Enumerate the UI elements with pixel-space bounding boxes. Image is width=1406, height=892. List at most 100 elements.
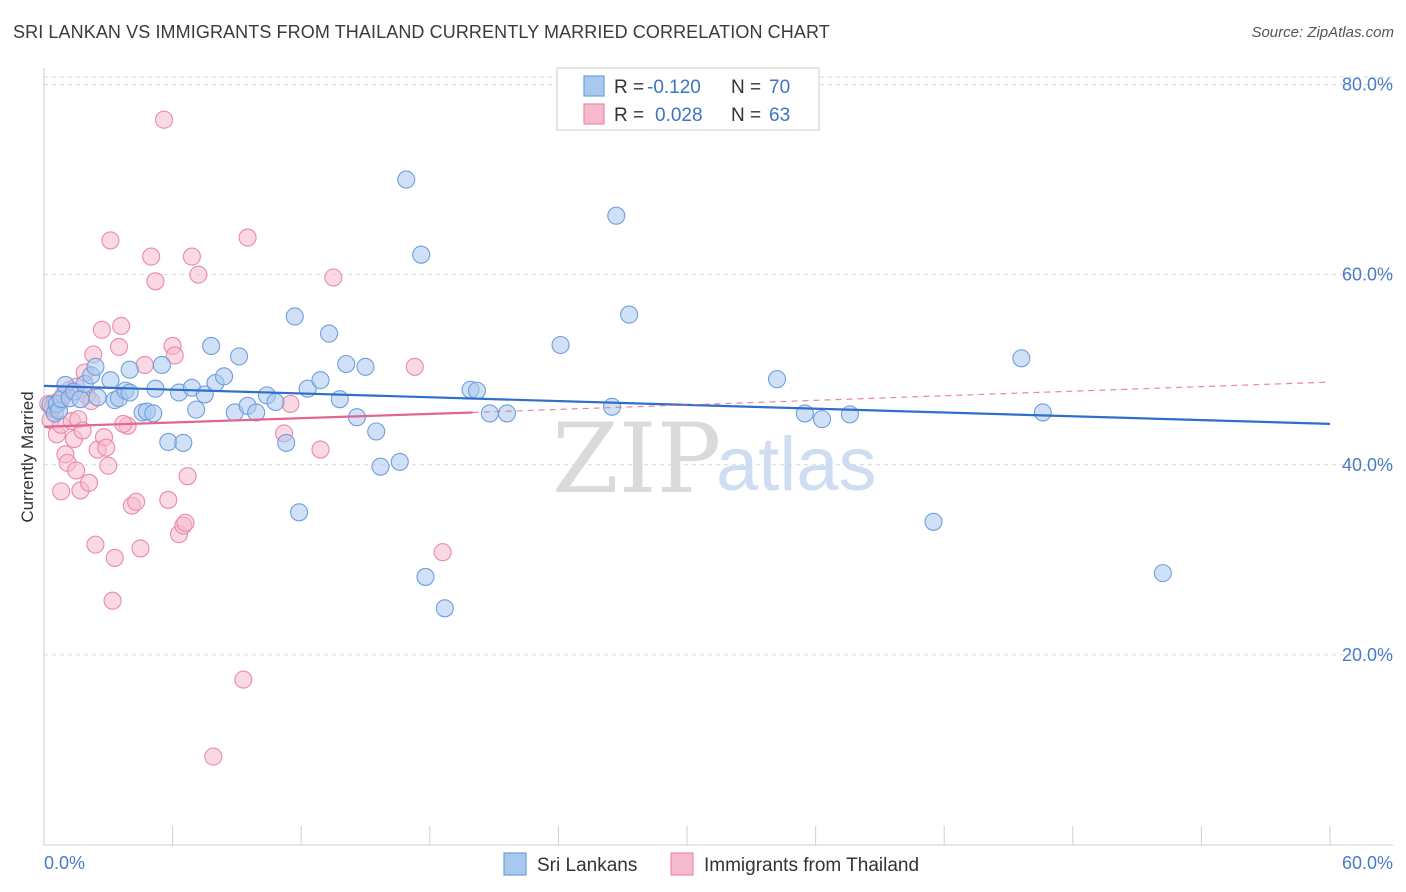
point-thailand-31	[112, 316, 131, 336]
point-thailand-49	[204, 747, 223, 766]
legend-n-label-1: N =	[731, 77, 761, 98]
y-tick-label-80: 80.0%	[1342, 75, 1393, 95]
point-thailand-53	[281, 394, 300, 413]
legend-swatch-blue	[583, 75, 605, 97]
point-srilankan-55	[435, 599, 454, 618]
watermark-zip: ZIP	[552, 403, 721, 515]
y-tick-labels: 20.0% 40.0% 60.0% 80.0%	[1342, 75, 1393, 665]
point-thailand-21	[86, 535, 105, 554]
point-srilankan-59	[497, 404, 517, 423]
point-srilankan-48	[356, 357, 375, 376]
y-tick-label-40: 40.0%	[1342, 455, 1393, 475]
x-tick-label-max: 60.0%	[1342, 853, 1393, 873]
point-thailand-55	[324, 268, 343, 287]
series-srilankan-points	[41, 170, 1172, 618]
point-thailand-7	[52, 482, 71, 501]
point-thailand-39	[154, 110, 174, 129]
point-srilankan-57	[467, 381, 487, 400]
point-thailand-34	[127, 492, 146, 511]
bottom-legend-swatch-pink	[670, 852, 694, 876]
bottom-legend-label-thailand: Immigrants from Thailand	[704, 855, 919, 876]
point-thailand-40	[159, 490, 178, 509]
point-srilankan-34	[229, 347, 249, 366]
point-thailand-29	[105, 548, 124, 567]
point-thailand-28	[103, 591, 122, 610]
x-tick-label-min: 0.0%	[44, 853, 85, 873]
point-srilankan-40	[285, 307, 304, 326]
gridlines	[44, 76, 1393, 656]
point-thailand-42	[165, 346, 184, 365]
series-thailand-points	[39, 110, 452, 766]
legend-r-value-1: -0.120	[647, 77, 701, 98]
legend-n-value-1: 70	[769, 77, 790, 98]
point-thailand-45	[176, 513, 195, 532]
point-thailand-51	[238, 228, 257, 247]
point-srilankan-58	[480, 404, 499, 423]
point-srilankan-60	[551, 335, 570, 355]
point-srilankan-66	[812, 410, 832, 429]
point-srilankan-13	[101, 371, 120, 390]
point-srilankan-44	[320, 324, 339, 343]
legend-swatch-pink	[583, 103, 605, 125]
bottom-legend-swatch-blue	[503, 852, 527, 876]
point-srilankan-38	[266, 392, 285, 412]
point-thailand-26	[99, 456, 118, 475]
point-thailand-30	[109, 337, 129, 356]
legend-n-value-2: 63	[769, 105, 790, 126]
point-srilankan-49	[367, 422, 386, 441]
point-thailand-19	[79, 473, 99, 492]
point-thailand-56	[405, 357, 424, 376]
point-srilankan-30	[202, 336, 221, 355]
watermark-atlas: atlas	[716, 422, 877, 507]
point-srilankan-11	[86, 357, 105, 376]
legend-top: R = -0.120 N = 70 R = 0.028 N = 63	[556, 67, 820, 131]
point-srilankan-51	[390, 452, 409, 471]
point-thailand-47	[182, 247, 201, 266]
point-srilankan-68	[924, 512, 943, 531]
point-srilankan-21	[144, 404, 163, 423]
legend-r-label-2: R =	[614, 105, 644, 126]
point-thailand-13	[67, 461, 86, 480]
legend-bottom: Sri Lankans Immigrants from Thailand	[503, 852, 919, 876]
point-srilankan-62	[607, 206, 626, 225]
y-tick-label-60: 60.0%	[1342, 265, 1393, 285]
point-srilankan-63	[620, 305, 639, 324]
legend-r-value-2: 0.028	[655, 105, 703, 126]
point-srilankan-46	[337, 354, 356, 374]
source-label: Source: ZipAtlas.com	[1251, 24, 1394, 41]
point-srilankan-41	[290, 503, 309, 522]
point-thailand-23	[92, 320, 111, 339]
y-tick-label-20: 20.0%	[1342, 645, 1393, 665]
point-srilankan-36	[247, 403, 266, 422]
point-thailand-54	[311, 440, 330, 459]
y-axis-label: Currently Married	[18, 391, 37, 522]
trend-lines	[43, 381, 1331, 428]
point-srilankan-18	[120, 360, 139, 379]
point-srilankan-45	[330, 390, 349, 409]
point-thailand-25	[97, 438, 116, 457]
point-srilankan-24	[159, 432, 178, 452]
point-srilankan-26	[174, 433, 193, 452]
point-srilankan-54	[416, 567, 435, 586]
legend-r-label-1: R =	[614, 77, 644, 98]
point-thailand-46	[178, 467, 197, 486]
watermark: ZIP atlas	[552, 403, 877, 515]
point-thailand-50	[234, 670, 253, 689]
point-srilankan-28	[187, 400, 206, 419]
chart-title: SRI LANKAN VS IMMIGRANTS FROM THAILAND C…	[13, 22, 830, 42]
point-srilankan-39	[277, 433, 296, 452]
point-srilankan-17	[120, 383, 139, 402]
point-thailand-36	[135, 355, 154, 375]
point-srilankan-70	[1033, 403, 1052, 422]
point-srilankan-23	[152, 355, 171, 375]
point-srilankan-71	[1153, 564, 1172, 583]
point-srilankan-69	[1012, 349, 1031, 368]
point-thailand-38	[146, 272, 165, 291]
point-srilankan-8	[71, 390, 90, 409]
point-srilankan-43	[311, 371, 330, 390]
point-thailand-48	[189, 265, 208, 284]
bottom-legend-label-srilankans: Sri Lankans	[537, 855, 637, 876]
point-srilankan-12	[88, 388, 107, 407]
point-srilankan-53	[412, 245, 431, 264]
